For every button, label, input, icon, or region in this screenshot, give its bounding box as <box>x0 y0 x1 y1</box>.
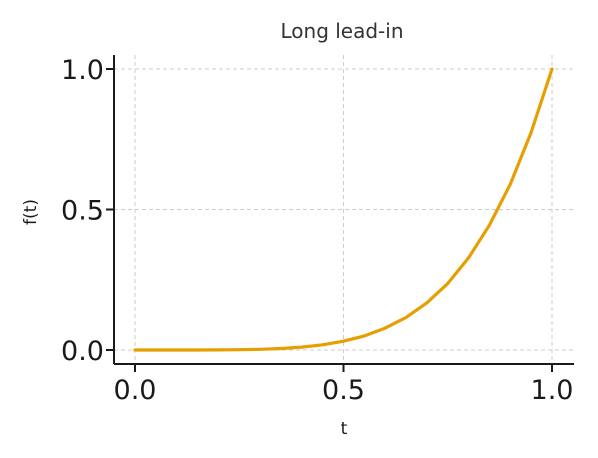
x-tick-label-1: 0.5 <box>322 375 365 406</box>
y-tick-label-0: 0.0 <box>61 336 104 367</box>
chart-title: Long lead-in <box>280 19 403 43</box>
series-group <box>133 67 554 352</box>
y-tick-label-1: 0.5 <box>61 196 104 227</box>
y-tick-label-2: 1.0 <box>61 55 104 86</box>
grid-lines <box>114 55 574 364</box>
x-ticks: 0.0 0.5 1.0 <box>114 364 574 406</box>
x-tick-label-2: 1.0 <box>531 375 574 406</box>
series-line-0 <box>133 67 554 352</box>
x-axis-label: t <box>341 419 348 439</box>
x-tick-label-0: 0.0 <box>114 375 157 406</box>
y-axis-label: f(t) <box>21 199 41 225</box>
y-ticks: 0.0 0.5 1.0 <box>61 55 114 367</box>
